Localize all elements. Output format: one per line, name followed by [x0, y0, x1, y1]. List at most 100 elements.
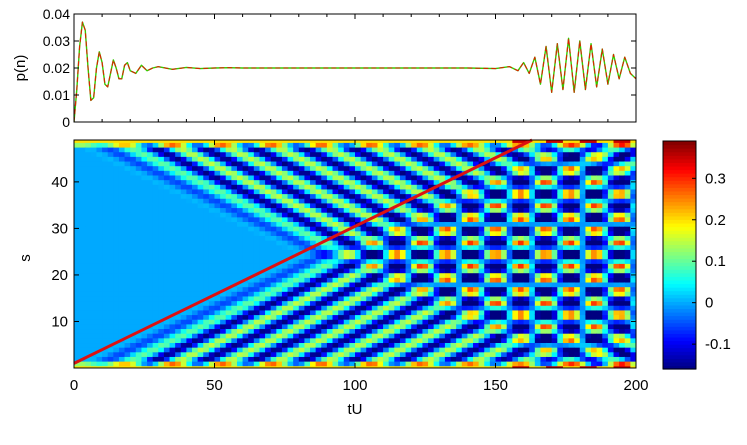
- heatmap-cell: [197, 179, 204, 185]
- heatmap-cell: [377, 286, 384, 292]
- heatmap-cell: [579, 351, 587, 357]
- heatmap-cell: [439, 272, 446, 278]
- heatmap-cell: [326, 328, 334, 334]
- heatmap-cell: [607, 319, 615, 325]
- heatmap-cell: [399, 207, 407, 213]
- heatmap-cell: [158, 323, 165, 330]
- heatmap-cell: [450, 249, 457, 255]
- heatmap-cell: [175, 258, 182, 264]
- heatmap-cell: [568, 174, 575, 181]
- heatmap-cell: [332, 226, 339, 232]
- heatmap-cell: [141, 277, 148, 283]
- heatmap-cell: [591, 337, 598, 344]
- heatmap-cell: [242, 193, 249, 199]
- heatmap-cell: [90, 151, 98, 157]
- heatmap-cell: [422, 156, 429, 162]
- heatmap-cell: [422, 202, 429, 209]
- heatmap-cell: [208, 240, 216, 246]
- heatmap-cell: [557, 140, 564, 143]
- heatmap-cell: [85, 207, 92, 213]
- heatmap-cell: [591, 198, 598, 204]
- heatmap-cell: [248, 226, 255, 232]
- heatmap-cell: [180, 160, 187, 167]
- heatmap-cell: [422, 184, 429, 190]
- heatmap-cell: [208, 160, 216, 167]
- heatmap-cell: [304, 235, 311, 241]
- heatmap-cell: [192, 142, 199, 148]
- heatmap-cell: [596, 272, 603, 278]
- heatmap-cell: [394, 240, 401, 246]
- heatmap-cell: [169, 267, 176, 274]
- heatmap-cell: [439, 235, 446, 241]
- heatmap-cell: [506, 207, 513, 213]
- heatmap-cell: [534, 314, 542, 320]
- heatmap-cell: [546, 365, 553, 368]
- heatmap-cell: [259, 188, 266, 195]
- heatmap-cell: [591, 305, 598, 311]
- heatmap-cell: [163, 202, 171, 209]
- heatmap-cell: [540, 174, 547, 181]
- heatmap-cell: [349, 286, 356, 292]
- heatmap-cell: [315, 202, 322, 209]
- heatmap-cell: [236, 351, 244, 357]
- heatmap-cell: [467, 179, 474, 185]
- heatmap-cell: [225, 174, 232, 181]
- heatmap-cell: [186, 221, 193, 227]
- heatmap-cell: [265, 140, 272, 143]
- heatmap-cell: [512, 235, 519, 241]
- heatmap-cell: [332, 170, 339, 176]
- heatmap-cell: [276, 184, 283, 190]
- heatmap-cell: [529, 356, 536, 362]
- heatmap-cell: [315, 212, 322, 218]
- heatmap-cell: [85, 263, 92, 269]
- heatmap-cell: [433, 314, 440, 320]
- heatmap-cell: [192, 249, 199, 255]
- heatmap-cell: [619, 179, 626, 185]
- heatmap-cell: [602, 188, 609, 195]
- heatmap-cell: [501, 286, 508, 292]
- heatmap-cell: [512, 277, 519, 283]
- heatmap-cell: [107, 347, 114, 353]
- heatmap-cell: [523, 165, 530, 171]
- heatmap-cell: [624, 347, 631, 353]
- heatmap-cell: [310, 267, 317, 274]
- heatmap-cell: [439, 347, 446, 353]
- heatmap-cell: [158, 277, 165, 283]
- heatmap-cell: [534, 198, 542, 204]
- heatmap-cell: [619, 244, 626, 250]
- heatmap-cell: [287, 249, 294, 255]
- heatmap-cell: [619, 235, 626, 241]
- heatmap-cell: [473, 146, 480, 153]
- heatmap-cell: [366, 305, 373, 311]
- heatmap-cell: [175, 300, 182, 306]
- heatmap-cell: [355, 244, 362, 250]
- heatmap-cell: [113, 160, 120, 167]
- heatmap-cell: [534, 286, 542, 292]
- heatmap-cell: [141, 295, 148, 302]
- heatmap-cell: [444, 356, 452, 362]
- heatmap-cell: [287, 151, 294, 157]
- heatmap-cell: [574, 151, 581, 157]
- heatmap-cell: [523, 356, 530, 362]
- heatmap-cell: [591, 202, 598, 209]
- heatmap-cell: [585, 323, 592, 330]
- heatmap-cell: [585, 235, 592, 241]
- heatmap-cell: [405, 160, 412, 167]
- heatmap-cell: [574, 188, 581, 195]
- heatmap-cell: [366, 267, 373, 274]
- heatmap-cell: [158, 170, 165, 176]
- heatmap-cell: [613, 286, 620, 292]
- heatmap-cell: [113, 170, 120, 176]
- heatmap-cell: [568, 188, 575, 195]
- heatmap-cell: [130, 249, 137, 255]
- heatmap-cell: [433, 216, 440, 223]
- heatmap-cell: [540, 337, 547, 344]
- heatmap-cell: [270, 267, 277, 274]
- heatmap-cell: [270, 202, 277, 209]
- heatmap-cell: [208, 337, 216, 344]
- heatmap-cell: [96, 174, 103, 181]
- heatmap-cell: [236, 184, 244, 190]
- heatmap-cell: [574, 230, 581, 236]
- heatmap-cell: [574, 291, 581, 297]
- heatmap-cell: [208, 361, 216, 367]
